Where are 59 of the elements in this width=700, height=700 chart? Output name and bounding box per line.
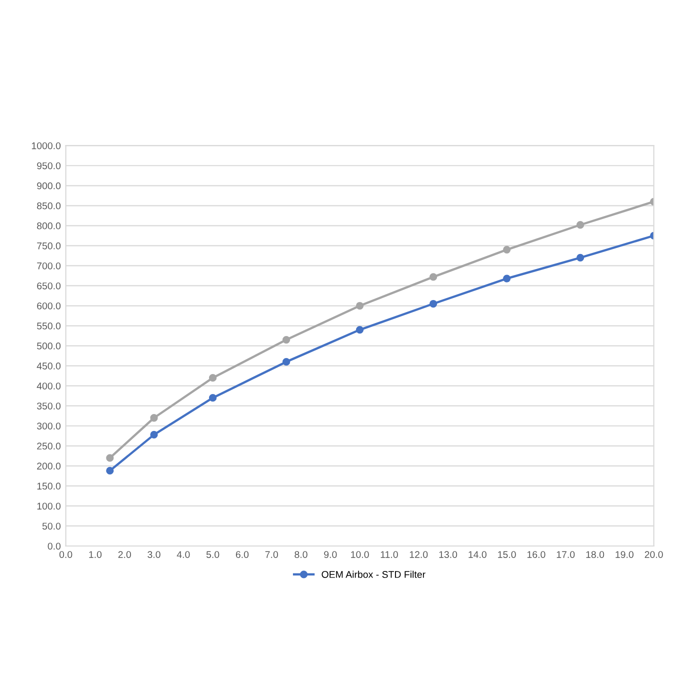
y-tick-label: 300.0 [36,422,61,430]
x-tick-label: 7.0 [265,551,278,558]
point [429,273,438,281]
point [502,246,511,254]
x-tick-label: 8.0 [294,551,308,558]
point [208,394,217,402]
point [356,326,364,334]
x-tick-label: 10.0 [351,551,369,558]
point [576,221,584,229]
y-tick-label: 100.0 [37,502,61,510]
y-tick-label: 850.0 [37,202,61,210]
x-tick-label: 4.0 [176,551,190,558]
x-tick-label: 6.0 [236,551,249,558]
y-tick-label: 750.0 [37,242,61,250]
point [356,302,364,310]
x-tick-label: 2.0 [118,551,131,558]
x-tick-label: 15.0 [498,551,516,558]
y-tick-label: 0.0 [48,542,61,550]
x-tick-label: 19.0 [616,551,634,558]
point [282,336,290,344]
y-tick-label: 150.0 [37,482,61,490]
legend-label: OEM Airbox - STD Filter [322,570,426,578]
x-tick-label: 5.0 [206,551,220,558]
point [502,274,511,282]
point [106,454,114,462]
point [150,430,158,439]
y-tick-label: 550.0 [37,322,61,330]
x-tick-label: 3.0 [148,551,160,558]
y-tick-label: 400.0 [36,382,61,390]
x-tick-label: 12.0 [410,551,428,558]
x-tick-label: 20.0 [644,551,663,558]
x-tick-label: 16.0 [527,551,546,558]
point [429,300,438,308]
y-tick-label: 200.0 [37,462,61,470]
point [106,466,114,475]
point [150,414,158,422]
y-tick-label: 950.0 [37,162,61,170]
x-tick-label: 18.0 [586,551,604,558]
y-tick-label: 350.0 [36,402,61,410]
x-tick-label: 9.0 [324,551,337,558]
x-tick-label: 1.0 [89,551,102,558]
y-tick-label: 900.0 [37,182,61,190]
y-tick-label: 500.0 [37,342,61,350]
y-tick-label: 700.0 [37,262,61,270]
y-tick-label: 50.0 [42,522,61,530]
point [576,254,584,262]
x-tick-label: 14.0 [468,551,486,558]
x-tick-label: 17.0 [556,551,575,558]
x-tick-label: 11.0 [380,551,398,558]
y-tick-label: 250.0 [37,442,61,450]
y-tick-label: 650.0 [37,282,61,290]
x-tick-label: 13.0 [439,551,458,558]
y-tick-label: 450.0 [36,362,61,370]
point [208,374,217,382]
y-tick-label: 800.0 [37,222,61,230]
point [282,358,290,366]
y-tick-label: 1000.0 [32,142,61,150]
x-tick-label: 0.0 [59,551,72,558]
y-tick-label: 600.0 [37,302,61,310]
